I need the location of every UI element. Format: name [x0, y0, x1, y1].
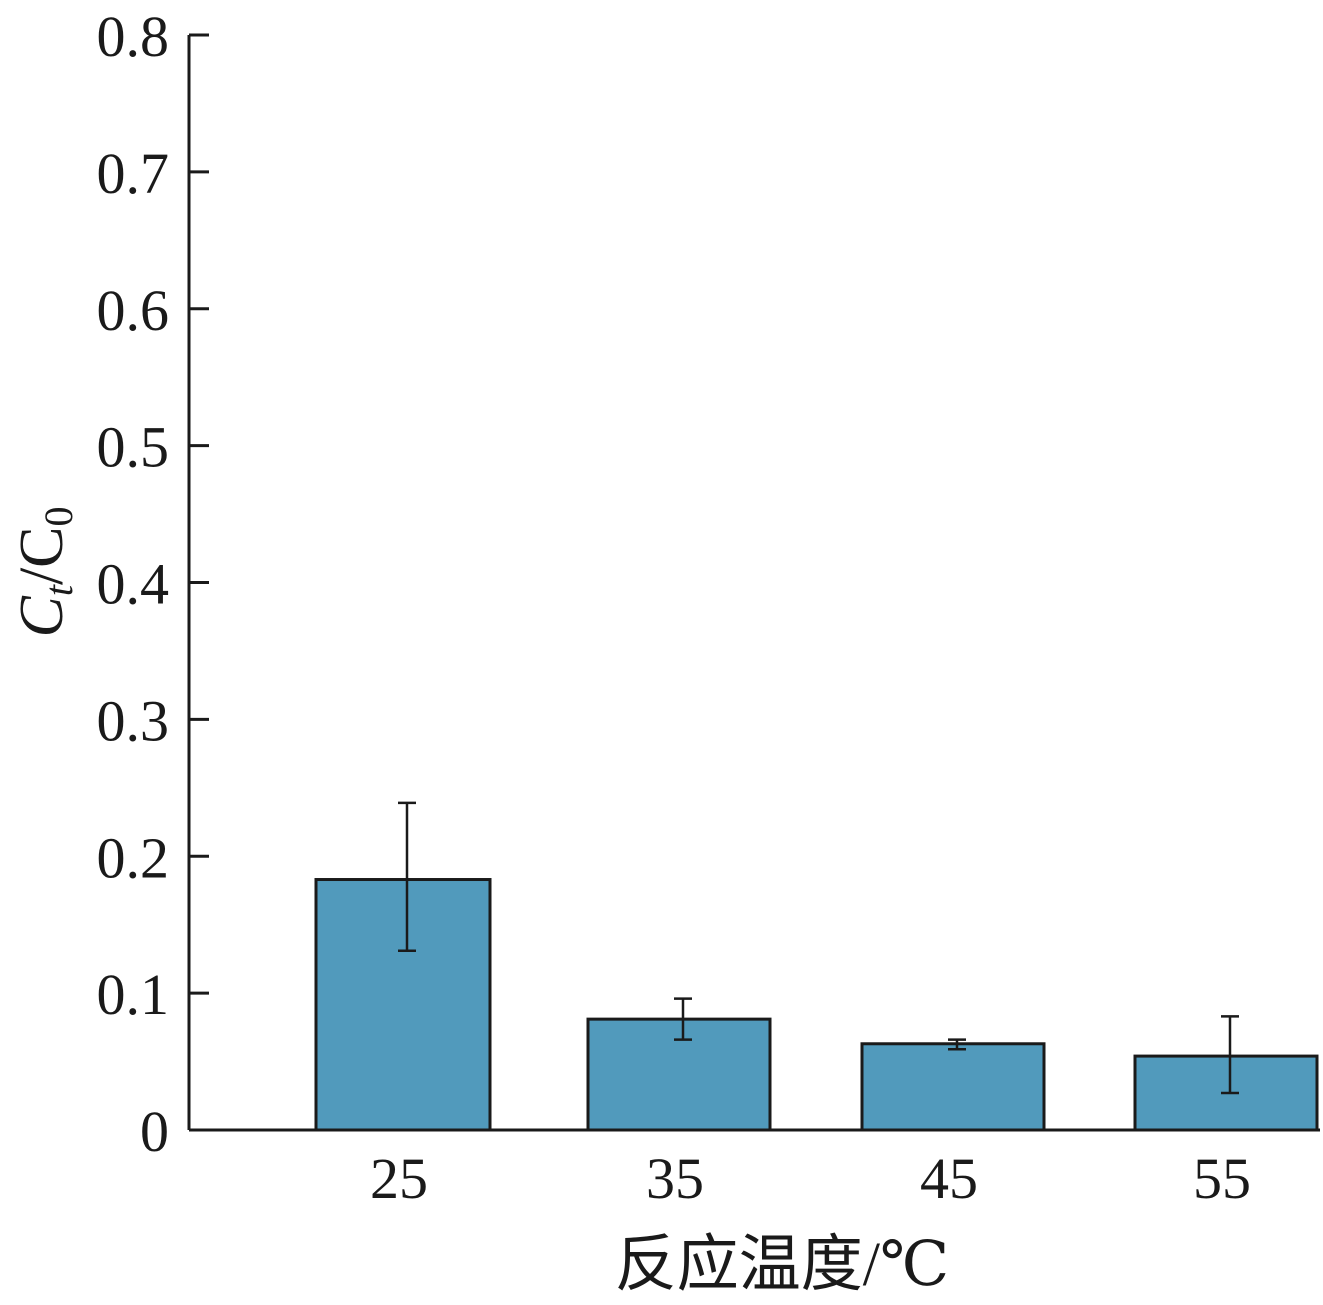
y-tick-label: 0.1 [97, 962, 170, 1027]
x-tick-label: 25 [370, 1146, 428, 1211]
y-tick-label: 0.3 [97, 688, 170, 753]
y-tick-label: 0.4 [97, 552, 170, 617]
bar-25 [314, 878, 492, 1132]
y-tick-label: 0.7 [97, 141, 170, 206]
x-axis-tick-labels: 25 35 45 55 [370, 1146, 1251, 1211]
y-tick-label: 0.6 [97, 278, 170, 343]
y-axis-title-sub1: t [36, 584, 81, 596]
bar-group [314, 878, 1319, 1132]
y-tick-label: 0.2 [97, 825, 170, 890]
y-axis-title-mid: /C [8, 526, 76, 585]
error-bar-group [398, 801, 1239, 1095]
bar-45 [860, 1042, 1046, 1132]
bar-55 [1133, 1054, 1319, 1132]
x-tick-label: 35 [646, 1146, 704, 1211]
y-axis-title: Ct/C0 [8, 506, 81, 637]
y-tick-label: 0 [140, 1099, 169, 1164]
y-tick-label: 0.8 [97, 4, 170, 69]
y-axis-ticks: 0 0.1 0.2 0.3 0.4 0.5 0.6 0.7 0.8 [97, 4, 209, 1164]
y-tick-label: 0.5 [97, 415, 170, 480]
y-axis-title-sub2: 0 [36, 506, 81, 526]
x-tick-label: 45 [920, 1146, 978, 1211]
x-axis-title: 反应温度/℃ [615, 1231, 950, 1299]
bar-35 [586, 1017, 772, 1132]
y-axis-title-main: C [8, 596, 76, 638]
x-tick-label: 55 [1193, 1146, 1251, 1211]
